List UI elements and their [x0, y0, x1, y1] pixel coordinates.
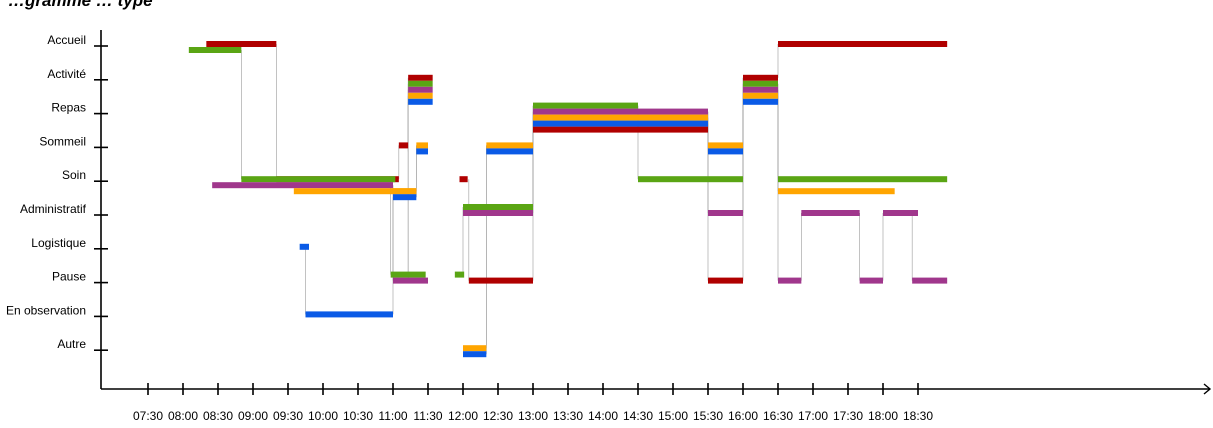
activity-bar: [463, 204, 533, 210]
activity-bar: [743, 80, 778, 87]
activity-bar: [743, 92, 778, 99]
x-tick-label: 13:30: [553, 409, 583, 423]
activity-bar: [393, 188, 417, 195]
y-tick-label: En observation: [6, 303, 86, 317]
activity-bar: [393, 194, 417, 201]
activity-bar: [299, 243, 309, 250]
activity-bar: [393, 277, 428, 284]
activity-bar: [743, 86, 778, 93]
activity-bar: [743, 98, 778, 105]
activity-bar: [859, 277, 883, 284]
activity-bar: [708, 142, 743, 149]
activity-bar: [408, 74, 433, 81]
activity-bar: [416, 148, 428, 155]
x-tick-label: 12:30: [483, 409, 513, 423]
activity-bar: [533, 102, 638, 109]
activity-bar: [463, 351, 487, 358]
x-tick-label: 10:30: [343, 409, 373, 423]
y-tick-label: Repas: [51, 101, 86, 115]
x-tick-label: 09:00: [238, 409, 268, 423]
activity-bar: [486, 142, 533, 149]
activity-bar: [408, 80, 433, 87]
x-tick-label: 16:30: [763, 409, 793, 423]
activity-bar: [533, 114, 708, 121]
x-tick-label: 10:00: [308, 409, 338, 423]
activity-bar: [533, 126, 708, 133]
activity-bar: [743, 74, 778, 81]
x-tick-label: 13:00: [518, 409, 548, 423]
activity-bar: [801, 210, 860, 216]
activity-bar: [416, 142, 428, 149]
x-tick-label: 11:00: [378, 409, 407, 423]
x-tick-label: 07:30: [133, 409, 163, 423]
activity-bar: [912, 277, 948, 284]
x-tick-label: 15:00: [658, 409, 688, 423]
x-tick-label: 11:30: [413, 409, 442, 423]
activity-bar: [212, 182, 393, 189]
activity-bar: [459, 176, 468, 183]
x-tick-label: 14:00: [588, 409, 618, 423]
activity-bar: [398, 142, 409, 149]
x-tick-label: 08:30: [203, 409, 233, 423]
activity-bar: [305, 311, 393, 318]
activity-bar: [638, 176, 743, 183]
y-tick-label: Logistique: [31, 236, 86, 250]
activity-bar: [708, 148, 743, 155]
activity-bar: [408, 98, 433, 105]
x-tick-label: 12:00: [448, 409, 478, 423]
x-tick-label: 17:00: [798, 409, 828, 423]
y-tick-label: Pause: [52, 270, 86, 284]
x-tick-label: 17:30: [833, 409, 863, 423]
activity-bar: [408, 92, 433, 99]
activity-bar: [778, 41, 948, 47]
activity-bar: [883, 210, 918, 216]
activity-bar: [454, 271, 465, 278]
y-tick-label: Accueil: [47, 33, 86, 47]
y-tick-label: Activité: [47, 67, 86, 81]
y-tick-label: Administratif: [20, 202, 87, 216]
activity-bar: [778, 188, 895, 195]
activity-bar: [778, 176, 948, 183]
activity-bar: [486, 148, 533, 155]
x-tick-label: 14:30: [623, 409, 653, 423]
chart-title: …gramme … type: [8, 0, 153, 10]
y-tick-label: Soin: [62, 168, 86, 182]
x-tick-label: 18:30: [903, 409, 933, 423]
x-tick-label: 08:00: [168, 409, 198, 423]
activity-bar: [533, 120, 708, 127]
activity-bar: [390, 271, 426, 278]
y-tick-label: Sommeil: [39, 134, 86, 148]
y-tick-label: Autre: [57, 337, 86, 351]
activity-bar: [463, 345, 487, 352]
x-axis-arrow: [1203, 383, 1212, 395]
activity-bar: [206, 41, 277, 47]
activity-bar: [468, 277, 533, 284]
activity-bar: [293, 188, 417, 195]
x-tick-label: 16:00: [728, 409, 758, 423]
activity-bar: [463, 210, 533, 216]
activity-bar: [408, 86, 433, 93]
x-tick-label: 18:00: [868, 409, 898, 423]
activity-bar: [708, 210, 743, 216]
activity-bar: [708, 277, 743, 284]
activity-bar: [533, 108, 708, 115]
x-tick-label: 09:30: [273, 409, 303, 423]
activity-bar: [188, 47, 242, 53]
activity-bar: [241, 176, 396, 183]
activity-bar: [778, 277, 802, 284]
x-tick-label: 15:30: [693, 409, 723, 423]
